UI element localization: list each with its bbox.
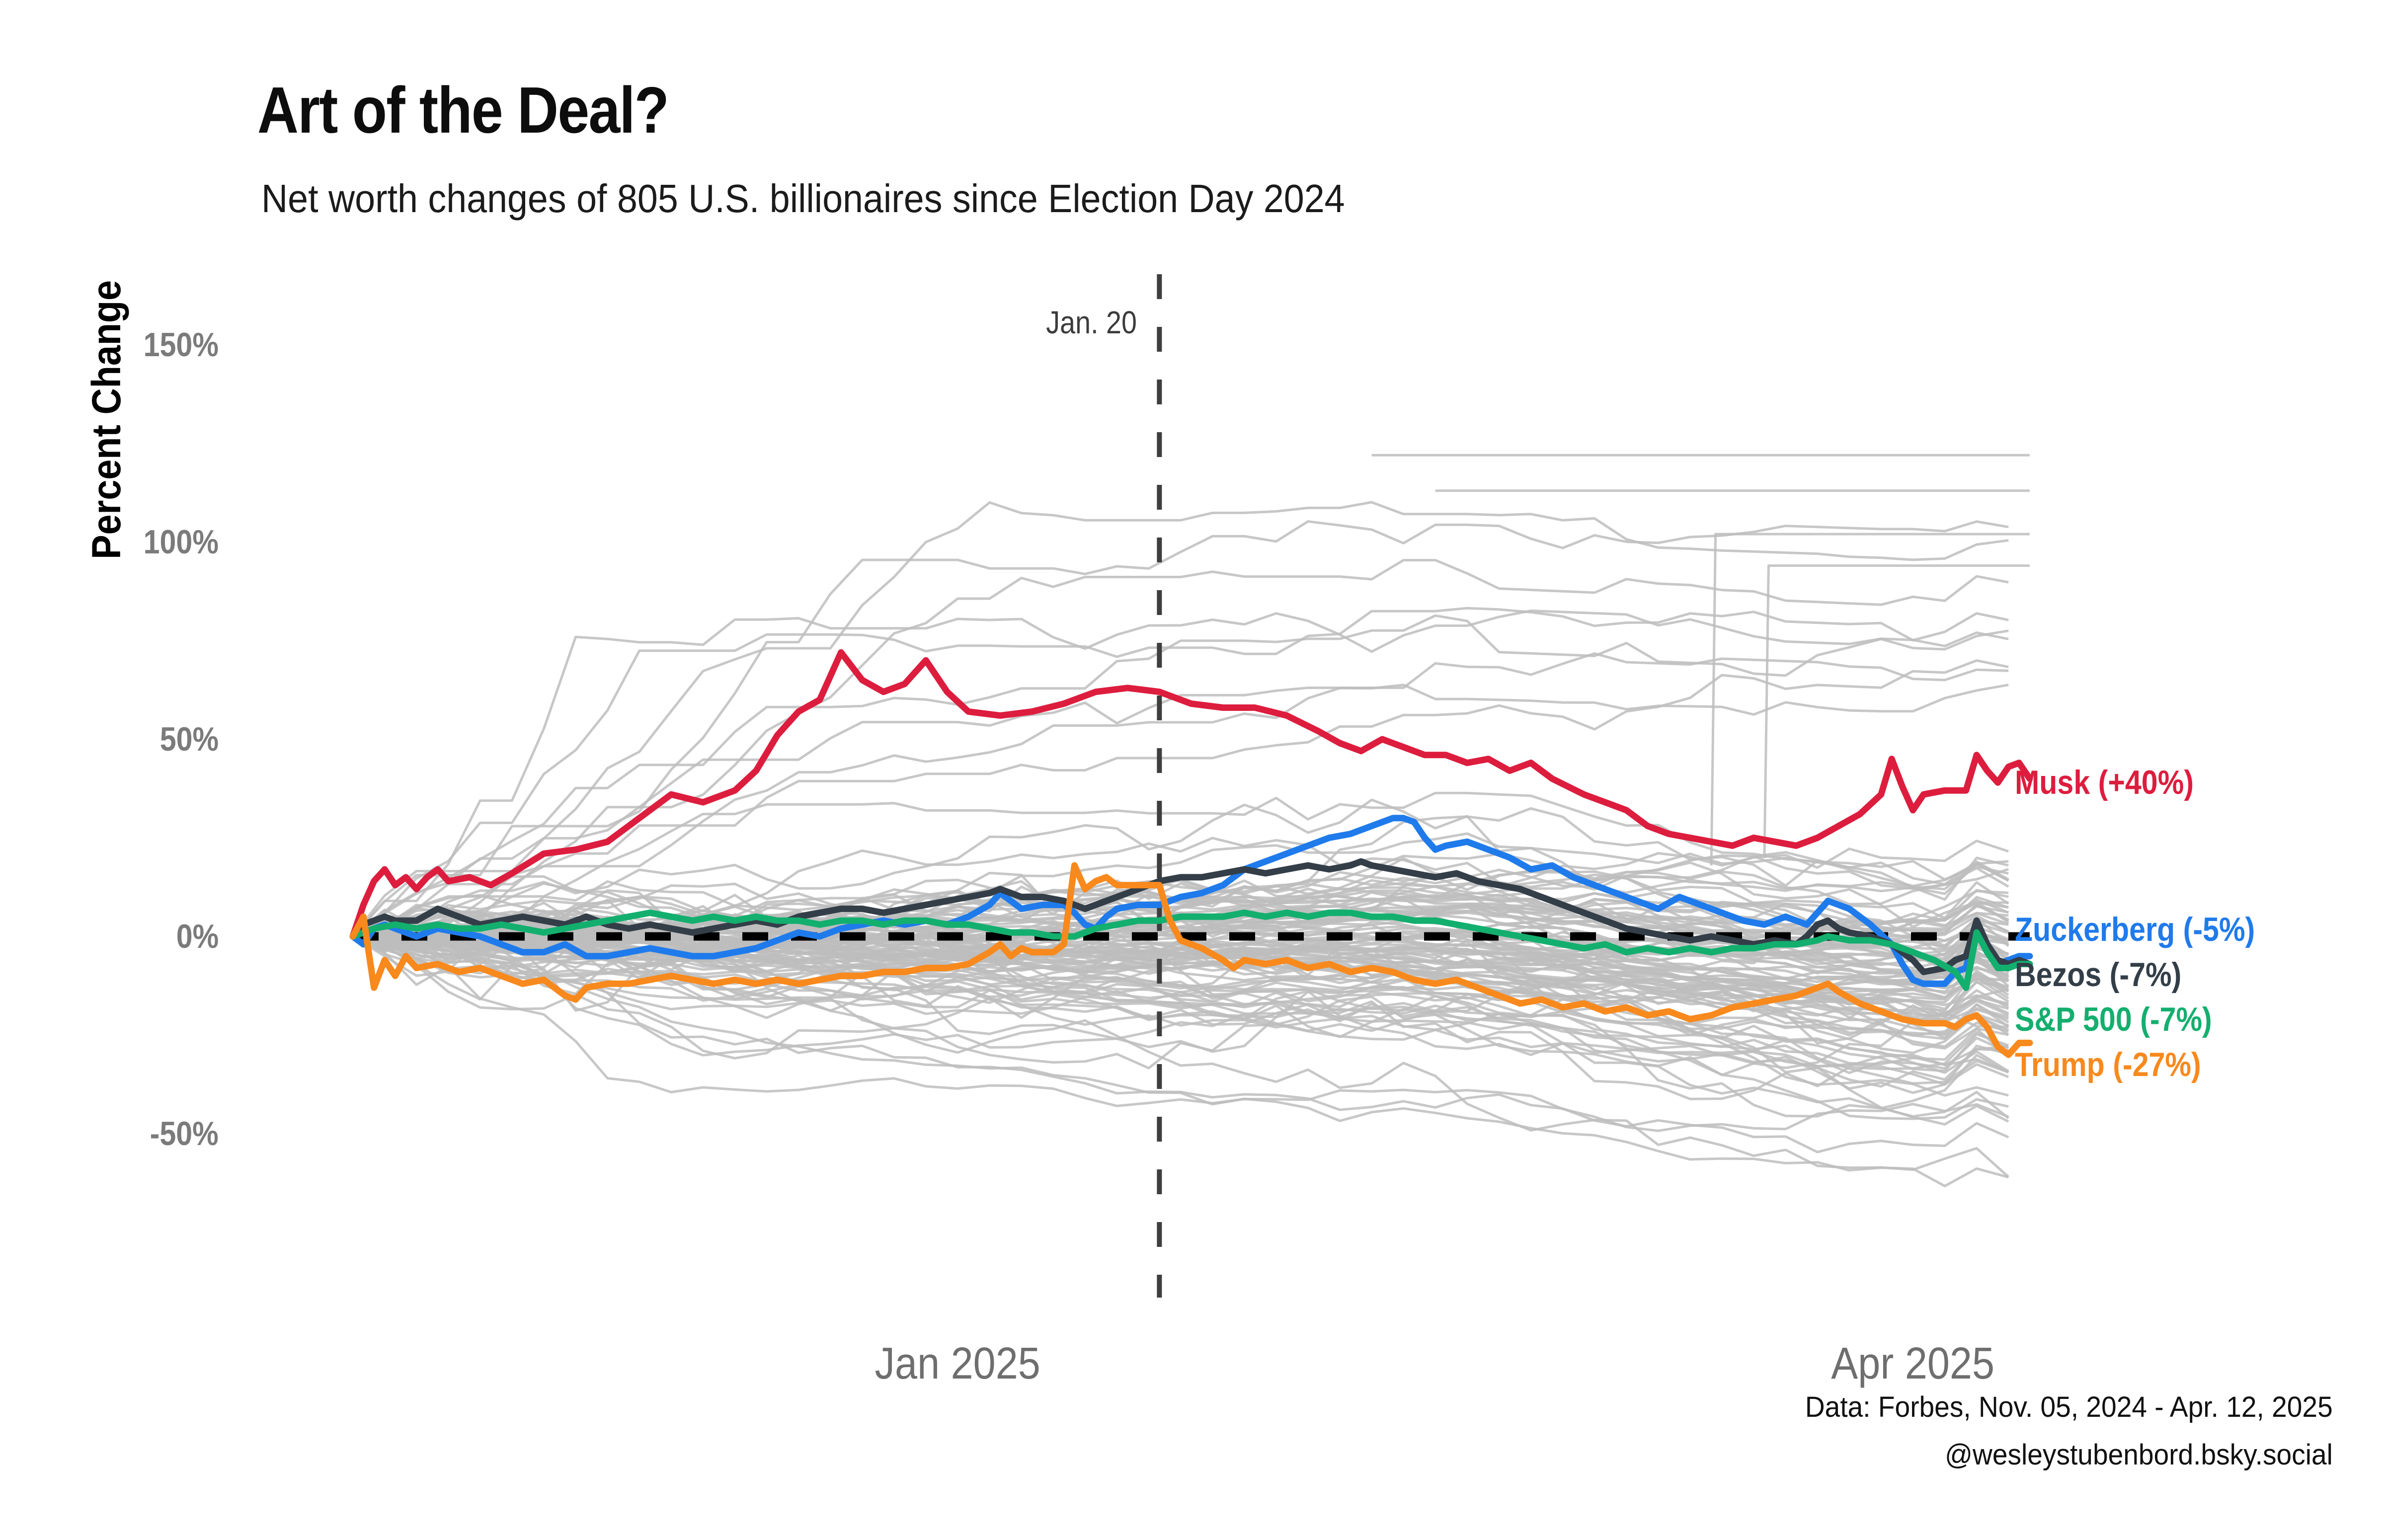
y-tick-text: 150% [143,326,219,364]
billionaire-trace [352,902,2009,1026]
series-line-bezos [349,858,2033,975]
billionaire-trace [352,652,2009,937]
legend-label-trump: Trump (-27%) [2015,1042,2229,1087]
x-tick-text: Jan 2025 [874,1339,1041,1388]
billionaire-trace [352,928,2009,1126]
legend-label-bezos: Bezos (-7%) [2015,952,2206,998]
legend-label-zuckerberg: Zuckerberg (-5%) [2015,907,2291,952]
y-tick-label: 100% [40,519,219,565]
footer-handle: @wesleystubenbord.bsky.social [1924,1431,2333,1479]
series-line-trump [349,862,2033,1058]
billionaire-trace [352,614,2009,938]
y-tick-label: 0% [40,914,219,959]
billionaire-trace [352,791,2009,938]
chart-subtitle-text: Net worth changes of 805 U.S. billionair… [261,176,1345,221]
x-tick-text: Apr 2025 [1831,1339,1995,1388]
billionaire-trace [352,935,2009,1066]
legend-label-text: Zuckerberg (-5%) [2015,910,2255,948]
billionaire-trace [352,684,2009,938]
billionaire-trace [352,908,2009,1008]
y-tick-text: 50% [159,720,219,758]
billionaire-trace [352,609,2009,937]
billionaire-trace [352,919,2009,1000]
billionaire-trace-flat [1710,533,2030,866]
billionaire-trace [352,926,2009,1086]
y-tick-label: -50% [40,1111,219,1156]
x-tick-label: Apr 2025 [1689,1336,2137,1391]
chart-title-text: Art of the Deal? [257,74,669,147]
y-axis-title: Percent Change [82,122,132,718]
inauguration-annotation: Jan. 20 [764,300,1137,345]
billionaire-trace [352,659,2009,938]
billionaire-trace [352,837,2009,938]
x-tick-label: Jan 2025 [734,1336,1182,1391]
series-line-s-p-500 [349,909,2033,991]
footer-source-text: Data: Forbes, Nov. 05, 2024 - Apr. 12, 2… [1805,1391,2333,1423]
inauguration-annotation-text: Jan. 20 [1046,305,1137,340]
billionaire-trace [352,559,2009,938]
billionaire-trace [352,924,2009,1187]
legend-label-text: Musk (+40%) [2015,764,2194,802]
legend-label-text: Bezos (-7%) [2015,956,2182,994]
billionaire-trace [352,798,2009,938]
legend-label-s-p-500: S&P 500 (-7%) [2015,997,2241,1042]
billionaire-trace [352,935,2009,1066]
billionaire-trace [352,875,2009,971]
chart-subtitle: Net worth changes of 805 U.S. billionair… [261,176,1439,222]
billionaire-trace [352,935,2009,1074]
y-tick-label: 50% [40,716,219,762]
billionaire-trace [352,607,2009,938]
y-tick-label: 150% [40,322,219,368]
series-line-zuckerberg [349,815,2033,987]
legend-label-text: S&P 500 (-7%) [2015,1000,2212,1038]
legend-label-musk: Musk (+40%) [2015,760,2221,805]
billionaire-trace [352,935,2009,1060]
legend-label-text: Trump (-27%) [2015,1046,2201,1084]
y-tick-text: 100% [143,523,219,561]
chart-title: Art of the Deal? [257,73,730,148]
series-line-musk [349,649,2033,940]
footer-source: Data: Forbes, Nov. 05, 2024 - Apr. 12, 2… [1777,1384,2333,1431]
billionaire-trace [352,935,2009,1132]
billionaire-trace-flat [1763,564,2030,858]
billionaire-trace [352,501,2009,937]
y-tick-text: 0% [176,918,219,955]
y-tick-text: -50% [150,1115,219,1153]
footer-handle-text: @wesleystubenbord.bsky.social [1945,1439,2333,1471]
billionaire-trace [352,935,2009,1178]
billionaire-trace [352,935,2009,1004]
